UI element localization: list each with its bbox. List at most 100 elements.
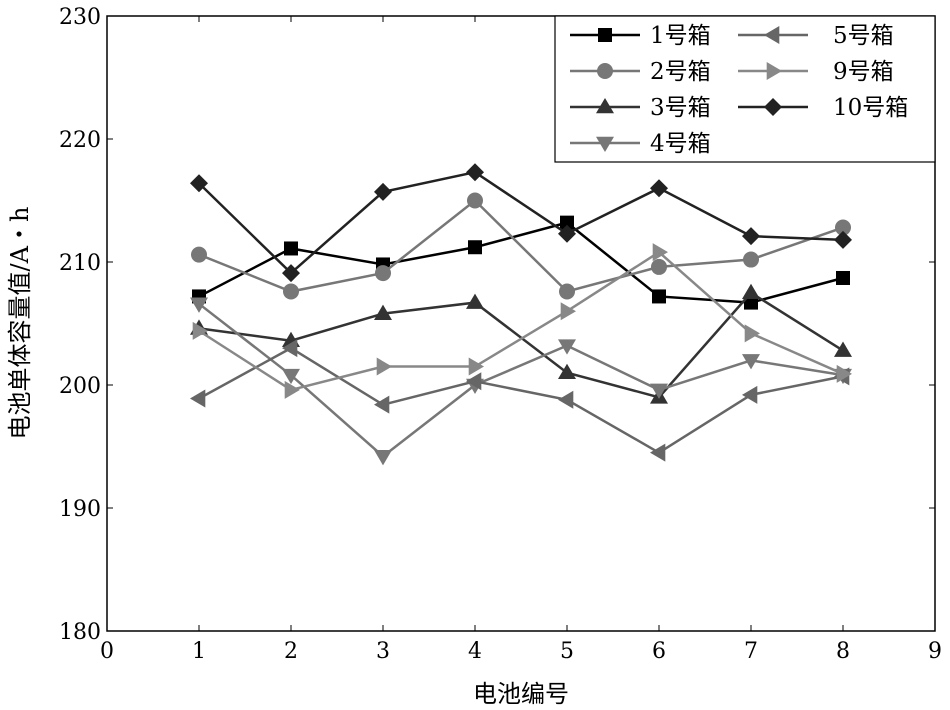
data-point	[743, 251, 759, 268]
legend: 1号箱 2号箱 3号箱 4号箱 5号箱 9号箱 10号箱	[554, 15, 936, 163]
series-line	[198, 221, 844, 304]
data-point	[282, 339, 298, 358]
data-point	[560, 302, 576, 321]
x-tick-label: 3	[376, 639, 390, 664]
x-tick-label: 0	[100, 639, 114, 664]
x-tick-label: 8	[836, 639, 850, 664]
legend-label: 3号箱	[650, 95, 711, 121]
legend-item: 9号箱	[738, 59, 894, 85]
series-layer	[190, 163, 852, 466]
legend-item: 3号箱	[570, 95, 711, 121]
legend-marker	[598, 28, 612, 42]
series-line	[198, 250, 844, 392]
data-point	[374, 450, 392, 466]
data-point	[652, 243, 668, 262]
data-point	[652, 289, 666, 304]
data-point	[742, 227, 760, 246]
legend-box	[554, 15, 936, 163]
data-point	[374, 395, 390, 414]
y-tick-label: 180	[59, 620, 101, 645]
data-point	[560, 215, 574, 230]
data-point	[834, 341, 852, 357]
data-point	[558, 363, 576, 379]
data-point	[559, 283, 575, 300]
data-point	[650, 383, 668, 399]
legend-item: 1号箱	[570, 23, 711, 49]
data-point	[835, 219, 851, 236]
data-point	[283, 283, 299, 300]
y-axis-label: 电池单体容量值/A・h	[6, 207, 34, 440]
data-point	[374, 304, 392, 320]
data-point	[558, 224, 576, 243]
data-point	[742, 354, 760, 370]
x-tick-label: 7	[744, 639, 758, 664]
ticks-layer: 0 1 2 3 4 5 6 7 8 9 180 190 200 210 220 230	[59, 5, 942, 664]
data-point	[650, 179, 668, 198]
series-line	[198, 170, 844, 275]
y-tick-label: 220	[59, 128, 101, 153]
x-tick-label: 9	[928, 639, 942, 664]
series-2	[191, 192, 851, 300]
x-tick-label: 4	[468, 639, 482, 664]
data-point	[190, 174, 208, 193]
x-axis-label: 电池编号	[473, 680, 569, 708]
data-point	[282, 368, 300, 385]
data-point	[190, 389, 206, 408]
data-point	[466, 372, 482, 391]
legend-marker	[597, 63, 613, 79]
legend-marker	[764, 26, 780, 44]
data-point	[466, 163, 484, 182]
data-point	[374, 182, 392, 201]
legend-label: 5号箱	[833, 23, 894, 49]
data-point	[190, 297, 208, 313]
series-7	[190, 163, 852, 283]
legend-item: 2号箱	[570, 59, 711, 85]
data-point	[468, 357, 484, 376]
data-point	[834, 230, 852, 249]
legend-marker	[764, 98, 782, 116]
legend-label: 9号箱	[833, 59, 894, 85]
x-tick-label: 5	[560, 639, 574, 664]
legend-marker	[766, 62, 782, 80]
legend-label: 2号箱	[650, 59, 711, 85]
x-tick-label: 1	[192, 639, 206, 664]
x-tick-label: 2	[284, 639, 298, 664]
data-point	[284, 241, 298, 256]
data-point	[836, 364, 852, 383]
legend-label: 1号箱	[650, 23, 711, 49]
data-point	[651, 258, 667, 275]
data-point	[468, 240, 482, 255]
data-point	[650, 443, 666, 462]
series-line	[198, 302, 844, 458]
data-point	[742, 283, 760, 300]
series-6	[192, 243, 852, 399]
data-point	[375, 265, 391, 282]
data-point	[742, 385, 758, 404]
legend-label: 4号箱	[650, 131, 711, 157]
y-tick-label: 190	[59, 497, 101, 522]
legend-item: 10号箱	[738, 95, 908, 121]
plot-frame	[106, 15, 936, 632]
y-tick-label: 230	[59, 5, 101, 30]
data-point	[466, 293, 484, 309]
data-point	[744, 295, 758, 310]
data-point	[744, 324, 760, 343]
series-line	[198, 346, 844, 455]
data-point	[836, 270, 850, 285]
data-point	[282, 264, 300, 283]
series-1	[192, 215, 850, 310]
series-4	[190, 297, 852, 466]
legend-marker	[596, 98, 614, 114]
series-line	[198, 198, 844, 293]
data-point	[467, 192, 483, 209]
y-tick-label: 200	[59, 374, 101, 399]
legend-marker	[596, 136, 614, 152]
data-point	[192, 321, 208, 340]
data-point	[558, 390, 574, 409]
data-point	[376, 357, 392, 376]
series-5	[190, 339, 850, 462]
y-tick-label: 210	[59, 251, 101, 276]
data-point	[558, 339, 576, 355]
data-point	[191, 246, 207, 263]
